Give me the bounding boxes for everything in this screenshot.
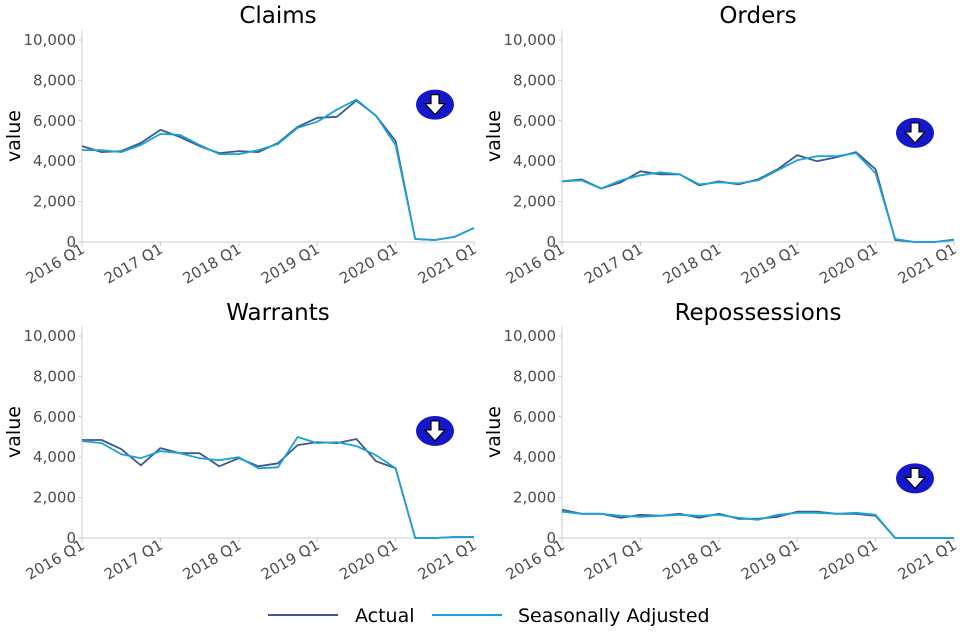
panel-repossessions: Repossessions value 0 2,000 4,000 6,000 8,000 1… xyxy=(483,300,959,584)
legend: Actual Seasonally Adjusted xyxy=(268,605,710,627)
series-actual-line xyxy=(81,99,475,241)
x-tick-label: 2017 Q1 xyxy=(101,240,166,288)
x-tick-label: 2019 Q1 xyxy=(738,240,803,288)
series-seasonal-line xyxy=(81,436,474,539)
x-tick-label: 2018 Q1 xyxy=(660,240,725,288)
down-arrow-icon-glyph xyxy=(903,467,927,490)
panel-title: Warrants xyxy=(226,300,330,326)
x-tick-label: 2019 Q1 xyxy=(258,240,323,288)
panel-orders: Orders value 0 2,000 4,000 6,000 8,000 10,000 20… xyxy=(483,3,959,288)
x-tick-label: 2016 Q1 xyxy=(503,240,568,288)
y-tick-label: 2,000 xyxy=(513,489,556,507)
y-tick-label: 8,000 xyxy=(33,367,76,385)
down-arrow-icon xyxy=(896,117,934,148)
x-tick-label: 2021 Q1 xyxy=(895,536,960,584)
series-actual-line xyxy=(561,151,955,243)
y-tick-label: 10,000 xyxy=(24,31,77,49)
y-tick-label: 2,000 xyxy=(33,193,76,211)
series-actual-line xyxy=(82,438,474,539)
y-tick-label: 8,000 xyxy=(33,71,76,89)
x-tick-label: 2019 Q1 xyxy=(258,536,323,584)
panel-title: Claims xyxy=(239,3,316,29)
x-tick-label: 2020 Q1 xyxy=(336,240,401,288)
y-axis-label: value xyxy=(3,406,25,458)
series-seasonal-line xyxy=(82,98,475,241)
down-arrow-icon-glyph xyxy=(423,420,447,442)
x-tick-label: 2016 Q1 xyxy=(23,240,88,288)
y-axis-label: value xyxy=(3,110,25,162)
y-tick-label: 2,000 xyxy=(513,193,556,211)
y-tick-label: 0 xyxy=(66,529,76,547)
legend-actual-label: Actual xyxy=(355,605,415,627)
x-tick-label: 2018 Q1 xyxy=(660,536,725,584)
x-tick-label: 2018 Q1 xyxy=(180,536,245,584)
y-tick-label: 4,000 xyxy=(513,448,556,466)
x-tick-label: 2021 Q1 xyxy=(895,240,960,288)
y-tick-label: 0 xyxy=(546,233,556,251)
down-arrow-icon xyxy=(896,463,934,494)
x-tick-label: 2020 Q1 xyxy=(336,536,401,584)
y-tick-label: 6,000 xyxy=(33,112,76,130)
y-tick-label: 10,000 xyxy=(504,31,557,49)
y-axis-label: value xyxy=(483,406,505,458)
y-tick-label: 8,000 xyxy=(513,71,556,89)
x-tick-label: 2020 Q1 xyxy=(816,536,881,584)
x-tick-label: 2016 Q1 xyxy=(503,536,568,584)
y-tick-label: 2,000 xyxy=(33,489,76,507)
y-tick-label: 0 xyxy=(546,529,556,547)
y-tick-label: 10,000 xyxy=(504,327,557,345)
x-tick-label: 2021 Q1 xyxy=(415,536,480,584)
y-tick-label: 4,000 xyxy=(33,152,76,170)
down-arrow-icon-glyph xyxy=(423,94,447,116)
panel-claims: Claims value 0 2,000 4,000 6,000 8,000 10,000 20… xyxy=(3,3,479,288)
y-tick-label: 6,000 xyxy=(513,112,556,130)
x-tick-label: 2017 Q1 xyxy=(581,240,646,288)
series-seasonal-line xyxy=(561,152,955,243)
series-actual-line xyxy=(561,508,954,539)
y-axis-label: value xyxy=(483,110,505,162)
series-seasonal-line xyxy=(561,510,954,539)
x-tick-label: 2017 Q1 xyxy=(101,536,166,584)
down-arrow-icon xyxy=(416,415,454,446)
y-tick-label: 4,000 xyxy=(33,448,76,466)
x-tick-label: 2017 Q1 xyxy=(581,536,646,584)
x-tick-label: 2021 Q1 xyxy=(415,240,480,288)
y-tick-label: 6,000 xyxy=(33,408,76,426)
y-tick-label: 10,000 xyxy=(24,327,77,345)
x-tick-label: 2016 Q1 xyxy=(23,536,88,584)
panel-title: Orders xyxy=(719,3,796,29)
y-tick-label: 6,000 xyxy=(513,408,556,426)
panel-warrants: Warrants value 0 2,000 4,000 6,000 8,000 10,000… xyxy=(3,300,479,584)
panel-title: Repossessions xyxy=(675,300,842,326)
x-tick-label: 2020 Q1 xyxy=(816,240,881,288)
y-tick-label: 0 xyxy=(66,233,76,251)
x-tick-label: 2018 Q1 xyxy=(180,240,245,288)
legend-seasonal-label: Seasonally Adjusted xyxy=(518,605,710,627)
y-tick-label: 4,000 xyxy=(513,152,556,170)
x-tick-label: 2019 Q1 xyxy=(738,536,803,584)
down-arrow-icon xyxy=(416,89,454,120)
y-tick-label: 8,000 xyxy=(513,367,556,385)
down-arrow-icon-glyph xyxy=(903,122,927,144)
